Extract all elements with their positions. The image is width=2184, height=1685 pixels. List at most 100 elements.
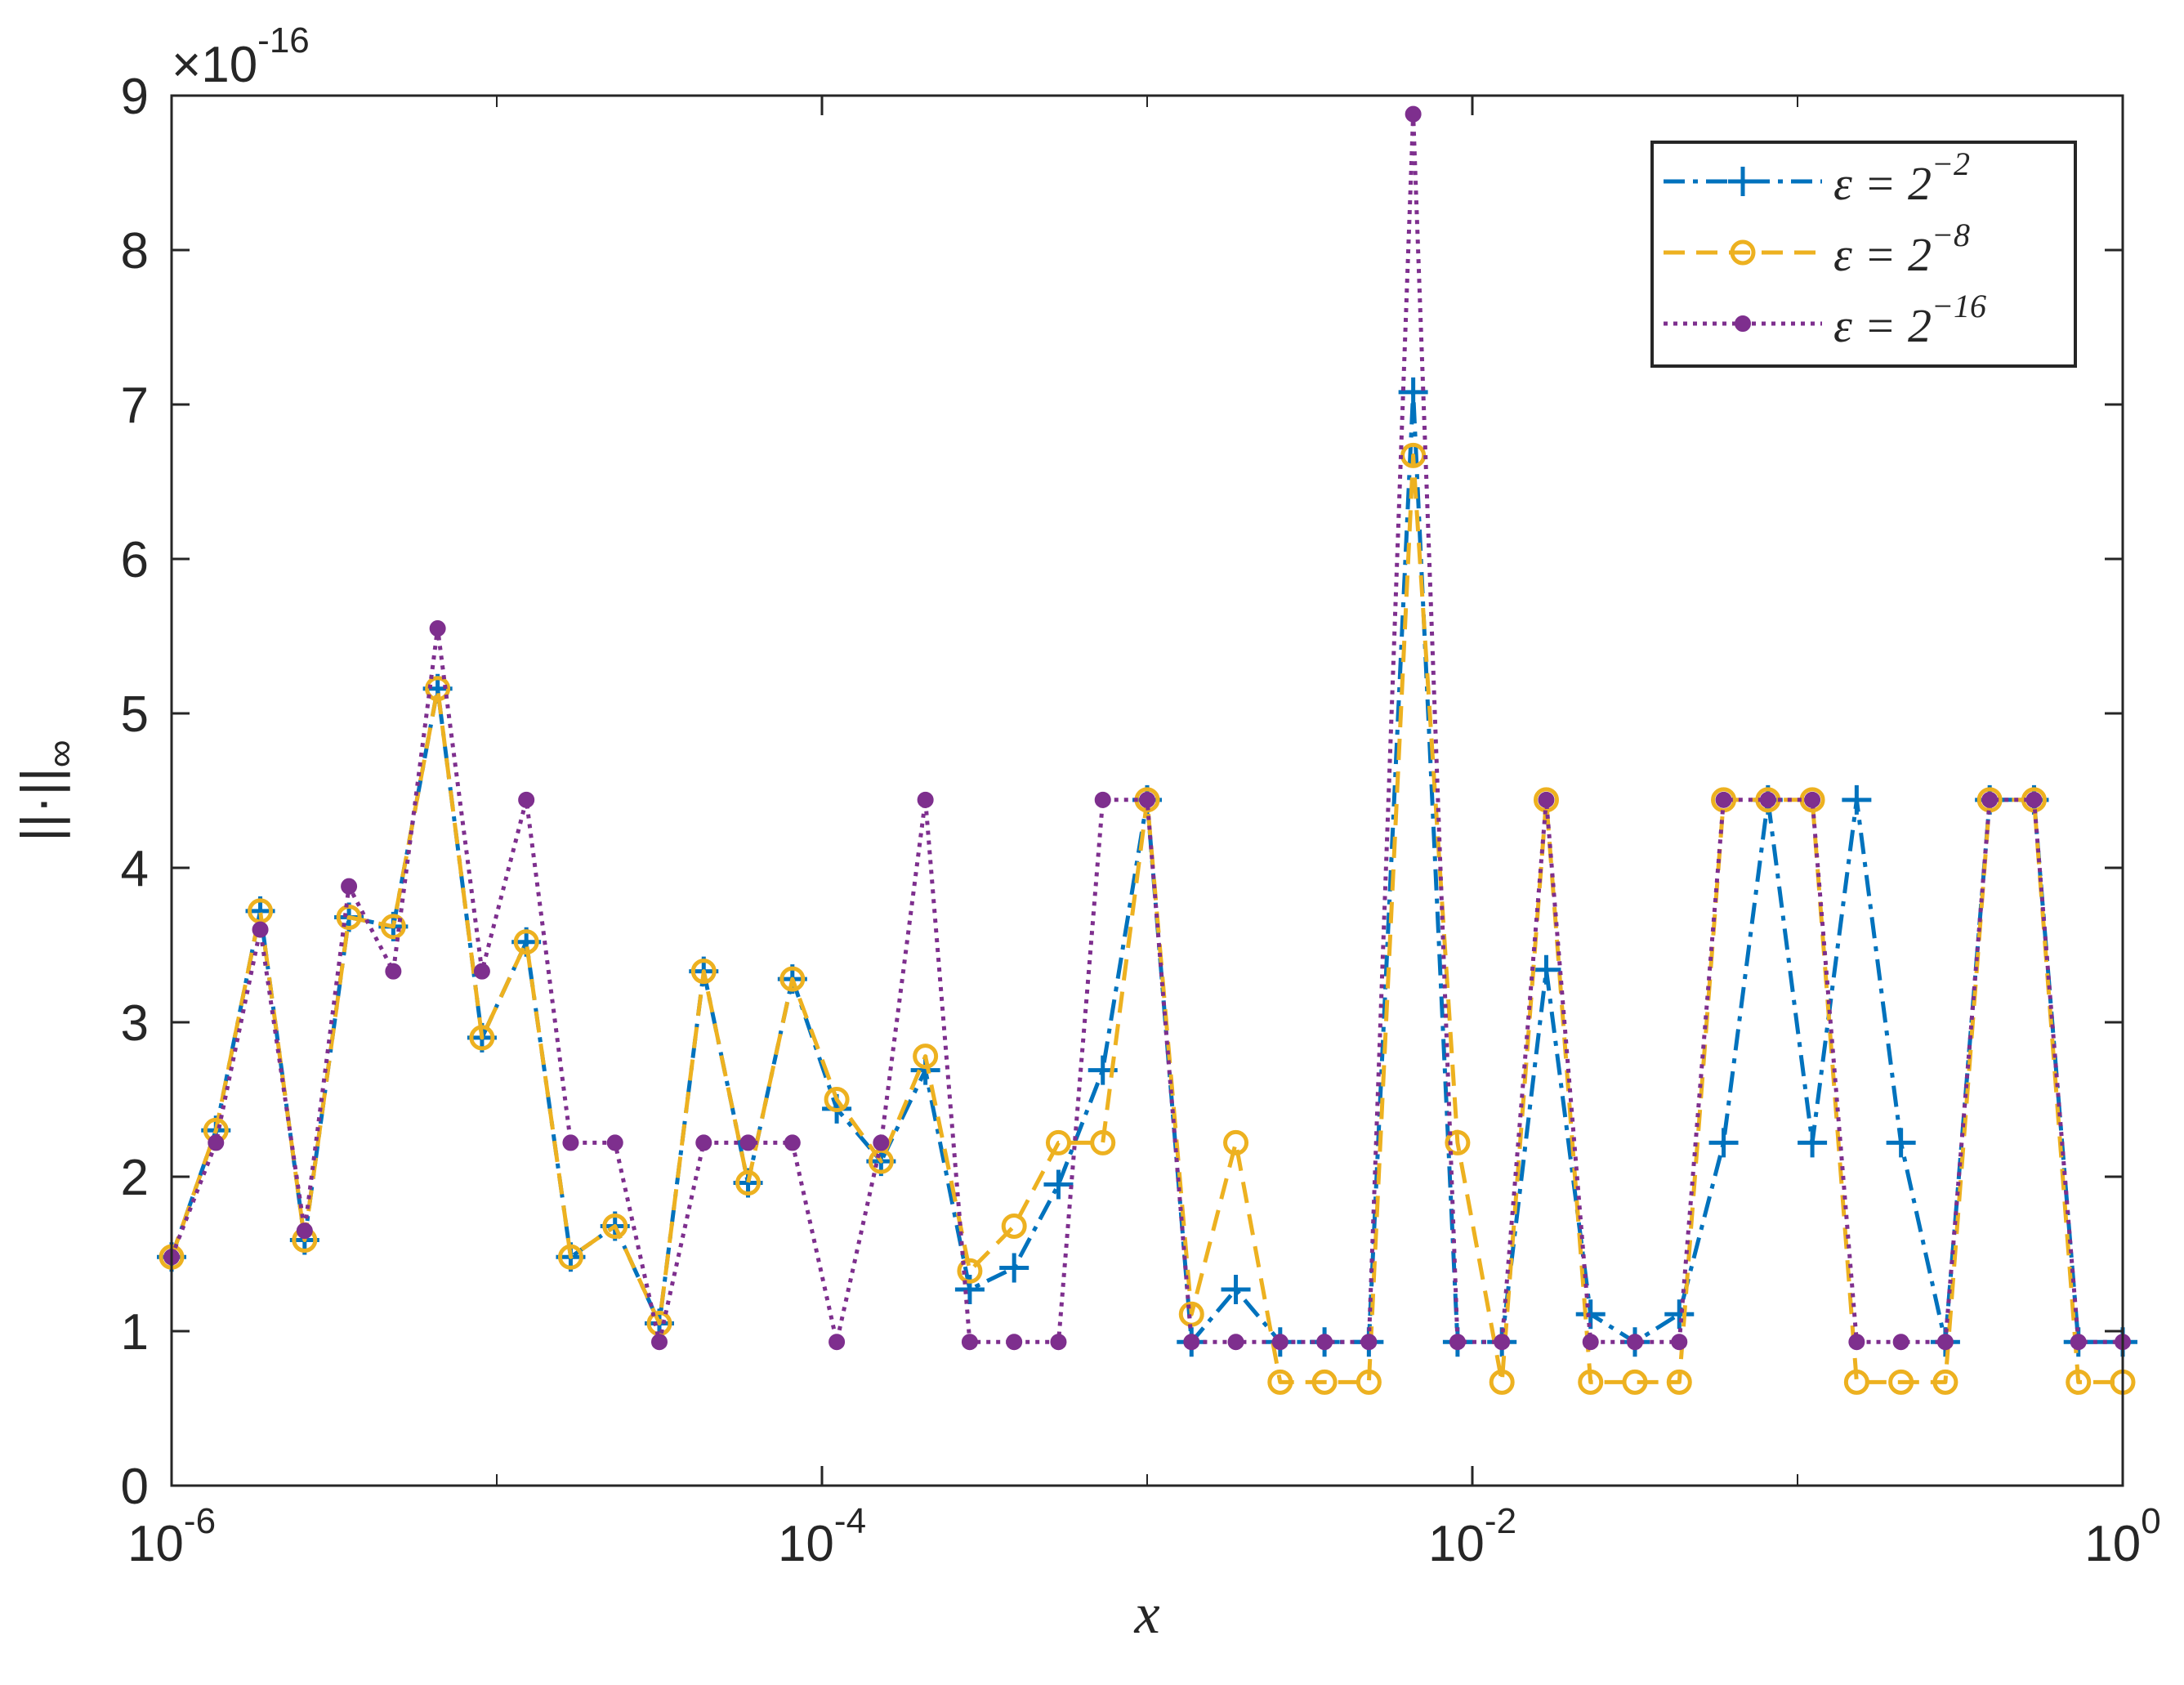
data-point: [1666, 1369, 1692, 1395]
data-point: [1759, 791, 1776, 808]
data-point: [1267, 1369, 1293, 1395]
legend-entry: ε = 2−8: [1664, 217, 1970, 281]
data-point: [1449, 1334, 1466, 1351]
data-point: [1221, 1274, 1251, 1304]
legend-entry: ε = 2−2: [1664, 145, 1970, 210]
data-point: [336, 904, 362, 930]
data-point: [341, 878, 358, 895]
data-point: [1842, 784, 1872, 815]
y-axis-label: ||·||∞: [10, 740, 83, 842]
x-tick-label: 100: [2084, 1501, 2160, 1572]
data-point: [739, 1134, 757, 1151]
data-point: [651, 1334, 668, 1351]
legend-marker: [1730, 239, 1756, 266]
legend-label: ε = 2−8: [1833, 217, 1970, 281]
data-point: [999, 1253, 1029, 1283]
data-point: [913, 1044, 939, 1070]
data-point: [252, 921, 269, 938]
data-point: [469, 1025, 495, 1051]
y-tick-label: 2: [121, 1150, 149, 1206]
data-point: [1664, 1299, 1695, 1330]
data-point: [1843, 1369, 1869, 1395]
data-point: [1531, 954, 1561, 985]
series-3: [163, 105, 2131, 1351]
legend-label: ε = 2−16: [1833, 288, 1986, 352]
x-tick-label: 10-4: [778, 1501, 866, 1572]
data-point: [1271, 1334, 1289, 1351]
data-point: [957, 1258, 983, 1284]
y-tick-label: 1: [121, 1304, 149, 1361]
data-point: [1050, 1334, 1067, 1351]
data-point: [2025, 791, 2043, 808]
data-point: [1932, 1369, 1958, 1395]
legend-entry: ε = 2−16: [1664, 288, 1986, 352]
y-tick-label: 6: [121, 532, 149, 588]
data-point: [606, 1134, 623, 1151]
data-point: [1936, 1334, 1954, 1351]
data-point: [695, 1134, 712, 1151]
data-point: [1043, 1169, 1074, 1200]
y-multiplier: ×10-16: [172, 20, 310, 93]
data-point: [557, 1244, 583, 1270]
data-point: [1445, 1129, 1471, 1155]
data-point: [2066, 1369, 2092, 1395]
data-point: [1715, 791, 1732, 808]
data-point: [1139, 791, 1155, 808]
data-point: [1045, 1129, 1071, 1155]
y-tick-label: 8: [121, 223, 149, 279]
y-tick-label: 0: [121, 1459, 149, 1515]
data-point: [1538, 791, 1555, 808]
data-point: [1582, 1334, 1599, 1351]
data-point: [1804, 791, 1821, 808]
data-point: [690, 959, 717, 985]
data-point: [873, 1134, 890, 1151]
y-tick-label: 4: [121, 841, 149, 897]
data-point: [1227, 1334, 1244, 1351]
x-tick-label: 10-6: [127, 1501, 216, 1572]
x-tick-label: 10-2: [1428, 1501, 1516, 1572]
data-point: [1888, 1369, 1914, 1395]
data-point: [784, 1134, 801, 1151]
data-point: [1627, 1334, 1643, 1351]
data-point: [1001, 1213, 1027, 1239]
data-point: [1006, 1334, 1023, 1351]
axes: 0 1 2 3 4 5 6 7 8 9 ×10-16 10-6 10-4 10-2 100 x ||·||∞: [10, 20, 2161, 1646]
data-point: [828, 1334, 846, 1351]
data-point: [824, 1087, 850, 1112]
y-tick-label: 3: [121, 995, 149, 1052]
data-point: [1398, 377, 1428, 407]
data-point: [518, 791, 535, 808]
data-point: [1892, 1334, 1909, 1351]
legend-label: ε = 2−2: [1833, 145, 1970, 210]
data-point: [562, 1134, 579, 1151]
data-point: [961, 1334, 978, 1351]
data-point: [1094, 791, 1111, 808]
y-tick-label: 5: [121, 686, 149, 743]
data-point: [425, 676, 451, 702]
data-point: [1799, 787, 1825, 813]
legend: ε = 2−2 ε = 2−8 ε = 2−16: [1650, 141, 2077, 368]
data-point: [1183, 1334, 1200, 1351]
data-point: [473, 963, 490, 980]
data-point: [602, 1213, 628, 1239]
data-point: [2070, 1334, 2087, 1351]
data-point: [1356, 1369, 1382, 1395]
data-point: [1316, 1334, 1333, 1351]
data-point: [1494, 1334, 1511, 1351]
data-point: [1311, 1369, 1338, 1395]
data-point: [429, 620, 446, 637]
data-point: [917, 791, 934, 808]
data-point: [1708, 1128, 1739, 1158]
data-point: [1798, 1128, 1828, 1158]
data-point: [1090, 1129, 1116, 1155]
data-point: [1405, 105, 1422, 123]
data-point: [1886, 1128, 1916, 1158]
data-point: [1578, 1369, 1604, 1395]
data-point: [1489, 1369, 1515, 1395]
data-point: [1622, 1369, 1648, 1395]
data-point: [735, 1170, 761, 1196]
data-point: [779, 966, 806, 992]
data-point: [513, 929, 539, 955]
data-point: [1223, 1129, 1249, 1155]
